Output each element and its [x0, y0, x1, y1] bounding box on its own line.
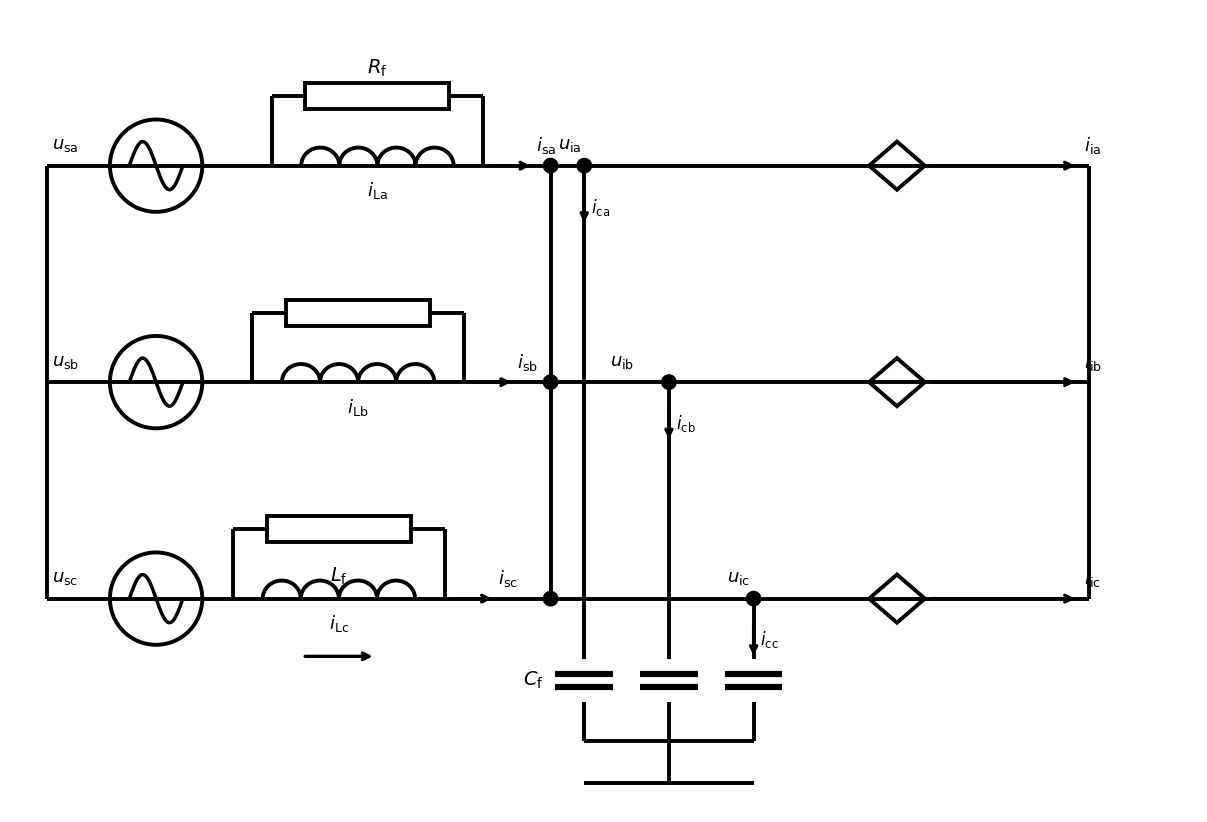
Text: $u_{\mathrm{ia}}$: $u_{\mathrm{ia}}$ [559, 136, 582, 154]
Circle shape [577, 159, 591, 173]
Text: $C_{\mathrm{f}}$: $C_{\mathrm{f}}$ [523, 670, 544, 691]
Text: $i_{\mathrm{cb}}$: $i_{\mathrm{cb}}$ [676, 413, 695, 434]
Text: $i_{\mathrm{ca}}$: $i_{\mathrm{ca}}$ [591, 196, 610, 218]
Text: $i_{\mathrm{Lc}}$: $i_{\mathrm{Lc}}$ [328, 613, 349, 634]
Circle shape [543, 159, 558, 173]
Text: $i_{\mathrm{La}}$: $i_{\mathrm{La}}$ [367, 180, 387, 201]
Circle shape [543, 375, 558, 390]
Text: $i_{\mathrm{sb}}$: $i_{\mathrm{sb}}$ [517, 352, 538, 372]
Text: $u_{\mathrm{sb}}$: $u_{\mathrm{sb}}$ [52, 353, 80, 371]
Text: $u_{\mathrm{ic}}$: $u_{\mathrm{ic}}$ [727, 569, 750, 587]
Circle shape [661, 375, 676, 390]
Text: $R_{\mathrm{f}}$: $R_{\mathrm{f}}$ [367, 58, 387, 79]
Bar [267, 516, 410, 543]
Bar [305, 83, 449, 109]
Text: $i_{\mathrm{ib}}$: $i_{\mathrm{ib}}$ [1084, 352, 1102, 372]
Circle shape [543, 591, 558, 606]
Circle shape [746, 591, 760, 606]
Text: $u_{\mathrm{sc}}$: $u_{\mathrm{sc}}$ [52, 569, 78, 587]
Text: $L_{\mathrm{f}}$: $L_{\mathrm{f}}$ [330, 566, 348, 587]
Text: $i_{\mathrm{sa}}$: $i_{\mathrm{sa}}$ [536, 135, 556, 156]
Text: $i_{\mathrm{ic}}$: $i_{\mathrm{ic}}$ [1084, 568, 1101, 589]
Bar [286, 300, 430, 326]
Text: $i_{\mathrm{cc}}$: $i_{\mathrm{cc}}$ [760, 630, 779, 650]
Text: $i_{\mathrm{ia}}$: $i_{\mathrm{ia}}$ [1084, 135, 1101, 156]
Text: $i_{\mathrm{sc}}$: $i_{\mathrm{sc}}$ [497, 568, 518, 589]
Text: $u_{\mathrm{sa}}$: $u_{\mathrm{sa}}$ [52, 136, 78, 154]
Text: $i_{\mathrm{Lb}}$: $i_{\mathrm{Lb}}$ [348, 396, 369, 418]
Text: $u_{\mathrm{ib}}$: $u_{\mathrm{ib}}$ [611, 353, 635, 371]
